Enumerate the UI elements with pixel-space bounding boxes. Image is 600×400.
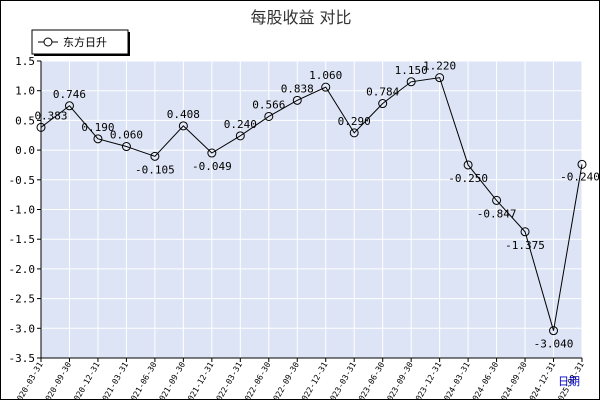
data-point — [349, 128, 359, 138]
data-point — [264, 111, 274, 121]
x-tick-label: 2020-09-30 — [41, 360, 73, 399]
y-tick-label: -1.5 — [9, 233, 36, 246]
data-label: 0.746 — [53, 88, 86, 101]
y-tick-label: 0.0 — [15, 144, 35, 157]
data-point — [150, 151, 160, 161]
y-tick-label: 0.5 — [15, 114, 35, 127]
data-label: -3.040 — [534, 338, 574, 351]
data-label: 1.060 — [309, 69, 342, 82]
x-tick-label: 2020-03-31 — [13, 360, 45, 399]
x-tick-label: 2021-03-31 — [98, 360, 130, 399]
x-tick-label: 2023-03-31 — [326, 360, 358, 399]
data-label: -0.049 — [192, 160, 232, 173]
data-label: 0.240 — [224, 118, 257, 131]
x-tick-label: 2022-12-31 — [298, 360, 330, 399]
y-tick-label: -0.5 — [9, 174, 36, 187]
x-tick-label: 2024-12-31 — [525, 360, 557, 399]
data-point — [121, 142, 131, 152]
y-tick-label: -3.5 — [9, 352, 36, 365]
data-label: 0.060 — [110, 129, 143, 142]
data-label: 0.838 — [281, 82, 314, 95]
y-tick-label: -2.0 — [9, 263, 36, 276]
data-label: 0.784 — [366, 86, 399, 99]
data-label: 0.190 — [81, 121, 114, 134]
y-tick-label: 1.0 — [15, 85, 35, 98]
data-point — [93, 134, 103, 144]
data-point — [292, 95, 302, 105]
data-point — [207, 148, 217, 158]
legend-marker — [43, 37, 53, 47]
data-point — [463, 160, 473, 170]
data-point — [520, 227, 530, 237]
x-tick-label: 2021-12-31 — [184, 360, 216, 399]
data-label: 0.566 — [252, 98, 285, 111]
data-label: 1.220 — [423, 60, 456, 73]
x-tick-label: 2022-09-30 — [269, 360, 301, 399]
data-point — [178, 121, 188, 131]
series-line — [40, 77, 583, 331]
data-point — [64, 101, 74, 111]
data-label: -1.375 — [505, 239, 545, 252]
x-tick-label: 2023-12-31 — [411, 360, 443, 399]
x-tick-label: 2021-09-30 — [155, 360, 187, 399]
data-point — [378, 99, 388, 109]
y-tick-label: 1.5 — [15, 55, 35, 68]
y-tick-label: -2.5 — [9, 293, 36, 306]
y-tick-label: -1.0 — [9, 204, 36, 217]
data-label: -0.250 — [448, 172, 488, 185]
x-tick-label: 2022-06-30 — [241, 360, 273, 399]
x-axis-label: 日期 — [558, 375, 580, 388]
data-point — [36, 122, 46, 132]
data-point — [435, 73, 445, 83]
data-label: 0.383 — [34, 109, 67, 122]
x-tick-label: 2023-06-30 — [355, 360, 387, 399]
chart-title: 每股收益 对比 — [250, 8, 351, 27]
data-point — [549, 326, 559, 336]
data-point — [577, 159, 587, 169]
x-tick-label: 2020-12-31 — [70, 360, 102, 399]
y-tick-label: -3.0 — [9, 322, 36, 335]
data-point — [321, 82, 331, 92]
x-tick-label: 2024-06-30 — [468, 360, 500, 399]
legend-label: 东方日升 — [63, 35, 107, 49]
data-point — [492, 195, 502, 205]
legend: 东方日升 — [31, 29, 130, 56]
x-tick-label: 2024-03-31 — [440, 360, 472, 399]
data-label: 1.150 — [395, 64, 428, 77]
data-label: -0.240 — [560, 170, 599, 183]
data-point — [235, 131, 245, 141]
data-label: -0.105 — [135, 163, 175, 176]
x-tick-label: 2022-03-31 — [212, 360, 244, 399]
data-label: 0.408 — [167, 108, 200, 121]
x-tick-label: 2024-09-30 — [497, 360, 529, 399]
x-tick-label: 2021-06-30 — [127, 360, 159, 399]
x-tick-label: 2023-09-30 — [383, 360, 415, 399]
data-label: 0.290 — [338, 115, 371, 128]
data-point — [406, 77, 416, 87]
data-label: -0.847 — [477, 207, 517, 220]
